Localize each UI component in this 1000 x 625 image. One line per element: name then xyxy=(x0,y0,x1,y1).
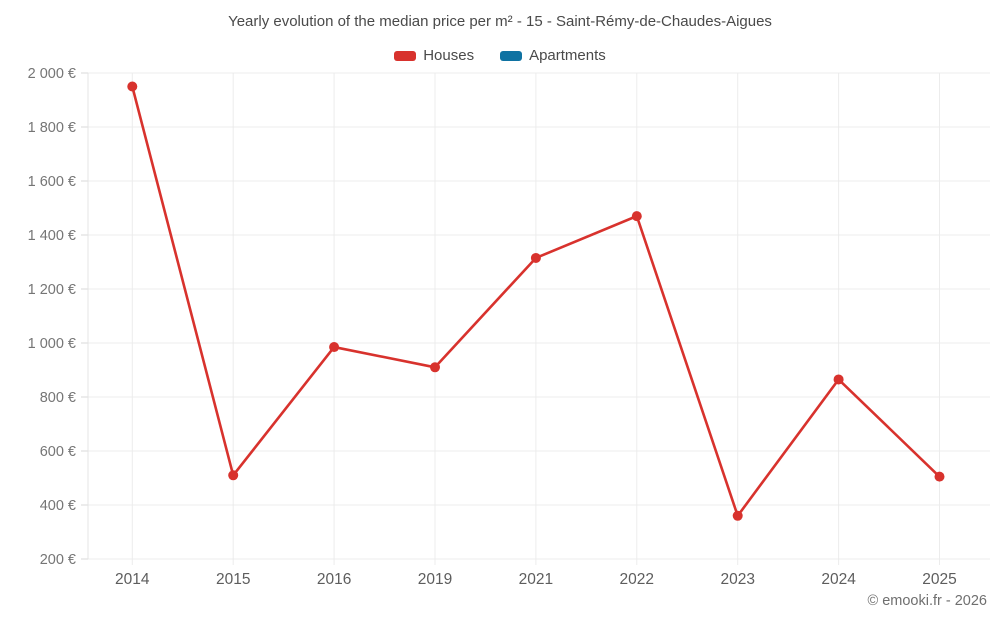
data-point[interactable] xyxy=(732,510,743,521)
x-tick-label: 2025 xyxy=(922,571,956,588)
y-tick-label: 800 € xyxy=(40,390,76,406)
y-tick-label: 1 400 € xyxy=(28,228,76,244)
houses-series-swatch xyxy=(394,50,417,61)
legend: Houses Apartments xyxy=(0,47,1000,64)
legend-label-houses: Houses xyxy=(423,47,475,64)
chart-title: Yearly evolution of the median price per… xyxy=(228,13,772,30)
y-tick-label: 600 € xyxy=(40,444,76,460)
data-point[interactable] xyxy=(329,342,340,353)
x-tick-label: 2022 xyxy=(620,571,654,588)
data-point[interactable] xyxy=(631,211,642,222)
x-tick-label: 2016 xyxy=(317,571,351,588)
data-point[interactable] xyxy=(228,470,239,481)
x-tick-label: 2021 xyxy=(519,571,553,588)
data-point[interactable] xyxy=(833,374,844,385)
legend-item-apartments[interactable]: Apartments xyxy=(500,47,606,64)
y-tick-label: 2 000 € xyxy=(28,66,76,82)
apartments-series-swatch xyxy=(500,50,523,61)
copyright-link[interactable]: © emooki.fr - 2026 xyxy=(867,593,987,609)
y-tick-label: 200 € xyxy=(40,552,76,568)
x-tick-label: 2015 xyxy=(216,571,250,588)
x-tick-label: 2014 xyxy=(115,571,150,588)
data-point[interactable] xyxy=(430,362,440,373)
y-tick-label: 1 600 € xyxy=(28,174,76,190)
data-point[interactable] xyxy=(530,252,541,263)
legend-label-apartments: Apartments xyxy=(529,47,606,64)
data-point[interactable] xyxy=(934,471,945,482)
x-tick-label: 2019 xyxy=(418,571,452,588)
y-tick-label: 1 200 € xyxy=(28,282,76,298)
y-tick-label: 1 000 € xyxy=(28,336,76,352)
data-point[interactable] xyxy=(127,81,138,92)
x-tick-label: 2023 xyxy=(720,571,754,588)
y-tick-label: 400 € xyxy=(40,498,76,514)
y-tick-label: 1 800 € xyxy=(28,120,76,136)
x-tick-label: 2024 xyxy=(821,571,856,588)
legend-item-houses[interactable]: Houses xyxy=(394,47,474,64)
